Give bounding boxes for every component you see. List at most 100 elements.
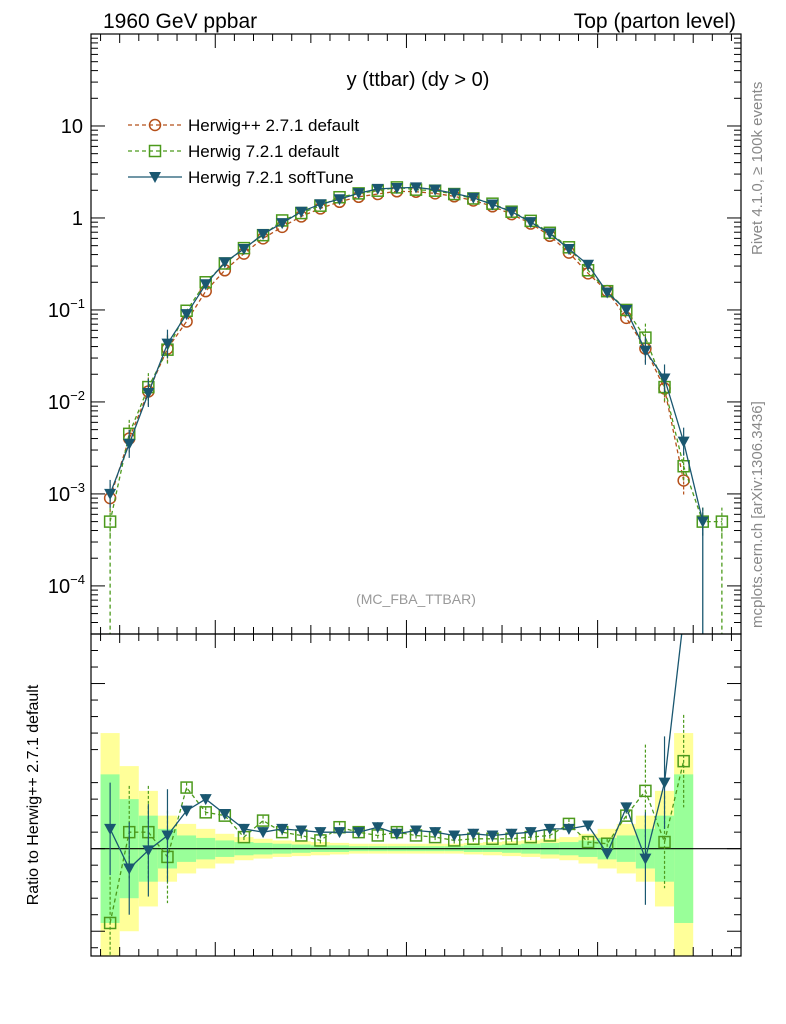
upper-point-triangle xyxy=(352,188,365,200)
ratio-point-triangle xyxy=(639,853,652,865)
ratio-y-tick-label-right: 2 xyxy=(749,674,760,696)
upper-point-triangle xyxy=(639,345,652,357)
upper-point-triangle xyxy=(142,388,155,400)
ratio-point-triangle xyxy=(104,823,117,835)
ratio-point-triangle xyxy=(486,830,499,842)
upper-series-line xyxy=(109,190,685,499)
main-plot-title: y (ttbar) (dy > 0) xyxy=(347,69,490,91)
ratio-point-triangle xyxy=(199,794,212,806)
ratio-point-triangle xyxy=(467,828,480,840)
upper-y-tick-label: 10−3 xyxy=(48,480,85,506)
upper-point-triangle xyxy=(218,257,231,269)
ratio-point-triangle xyxy=(237,823,250,835)
ratio-point-triangle xyxy=(218,808,231,820)
ratio-point-triangle xyxy=(601,848,614,860)
ratio-x-tick-label: −1 xyxy=(204,967,227,989)
ratio-y-tick-label-right: 0.5 xyxy=(749,921,777,943)
upper-y-tick-label: 1 xyxy=(72,208,83,230)
upper-plot-area: 10−4 10−3 10−2 10−1 1 10 xyxy=(48,34,741,635)
upper-point-triangle xyxy=(582,259,595,271)
upper-point-triangle xyxy=(658,373,671,385)
ratio-point-triangle xyxy=(410,825,422,837)
header-right: Top (parton level) xyxy=(574,10,736,33)
upper-point-triangle xyxy=(161,338,174,350)
ratio-point-triangle xyxy=(123,863,136,875)
upper-point-triangle xyxy=(390,182,403,194)
ratio-point-square xyxy=(199,806,212,819)
ratio-point-triangle xyxy=(543,823,556,835)
upper-point-triangle xyxy=(562,243,575,255)
legend-marker-square xyxy=(148,144,162,158)
upper-point-triangle xyxy=(696,516,709,528)
ratio-point-triangle xyxy=(562,823,575,835)
ratio-x-tick-label: 1 xyxy=(592,967,603,989)
upper-point-triangle xyxy=(257,228,270,240)
ratio-point-triangle xyxy=(295,825,308,837)
upper-point-triangle xyxy=(467,192,480,204)
ratio-point-triangle xyxy=(448,830,461,842)
ratio-point-square xyxy=(180,781,193,794)
upper-point-triangle xyxy=(104,488,117,500)
upper-point-triangle xyxy=(371,183,384,195)
upper-point-triangle xyxy=(410,182,422,194)
analysis-watermark: (MC_FBA_TTBAR) xyxy=(356,591,476,607)
ratio-point-triangle xyxy=(524,827,537,839)
legend-label: Herwig++ 2.7.1 default xyxy=(188,116,359,135)
upper-point-triangle xyxy=(448,188,461,200)
ratio-point-triangle xyxy=(371,822,384,834)
upper-point-triangle xyxy=(486,199,499,211)
ratio-y-tick-label: 0.5 xyxy=(55,921,83,943)
upper-point-triangle xyxy=(180,309,193,321)
upper-y-tick-label: 10−4 xyxy=(48,572,85,598)
legend-label: Herwig 7.2.1 default xyxy=(188,142,339,161)
ratio-y-tick-label-right: 1 xyxy=(749,839,760,861)
ratio-x-tick-label: 0 xyxy=(401,967,412,989)
ratio-point-triangle xyxy=(390,828,403,840)
upper-y-tick-label: 10 xyxy=(61,116,83,138)
upper-point-triangle xyxy=(505,206,518,218)
ratio-plot-area: −1 0 1 0.5 0.5 1 1 2 2 xyxy=(55,634,777,989)
ratio-y-axis-label: Ratio to Herwig++ 2.7.1 default xyxy=(25,684,42,905)
upper-y-tick-label: 10−2 xyxy=(48,388,85,414)
ratio-point-triangle xyxy=(333,827,346,839)
ratio-point-square xyxy=(677,754,690,768)
legend: Herwig++ 2.7.1 default Herwig 7.2.1 defau… xyxy=(128,116,359,187)
rivet-label: Rivet 4.1.0, ≥ 100k events xyxy=(749,82,766,255)
ratio-point-triangle xyxy=(505,828,518,840)
upper-point-triangle xyxy=(333,194,346,206)
ratio-point-triangle xyxy=(161,830,174,842)
ratio-point-triangle xyxy=(658,777,671,789)
ratio-point-triangle xyxy=(352,827,365,839)
upper-point-triangle xyxy=(543,228,556,240)
lower-frame xyxy=(90,633,742,957)
upper-point-triangle xyxy=(620,304,633,316)
header-left: 1960 GeV ppbar xyxy=(103,10,257,33)
legend-marker-triangle xyxy=(149,172,161,183)
upper-point-triangle xyxy=(199,279,212,291)
upper-point-triangle xyxy=(677,436,690,448)
legend-label: Herwig 7.2.1 softTune xyxy=(188,168,354,187)
upper-point-triangle xyxy=(295,206,308,218)
ratio-point-triangle xyxy=(180,805,193,817)
ratio-band-layer xyxy=(100,733,694,956)
upper-point-triangle xyxy=(237,243,250,255)
ratio-point-square xyxy=(103,916,117,930)
upper-point-triangle xyxy=(123,438,136,450)
upper-point-triangle xyxy=(429,184,442,196)
ratio-point-square xyxy=(256,814,270,827)
upper-point-triangle xyxy=(276,218,289,230)
upper-point-triangle xyxy=(601,287,614,299)
upper-y-tick-label: 10−1 xyxy=(48,296,85,322)
ratio-y-tick-label: 1 xyxy=(72,839,83,861)
ratio-point-triangle xyxy=(314,827,327,839)
upper-point-triangle xyxy=(314,199,327,211)
upper-series-line xyxy=(109,186,704,522)
ratio-point-triangle xyxy=(257,827,270,839)
upper-point-square xyxy=(103,515,117,528)
ratio-point-triangle xyxy=(620,802,633,814)
ratio-point-square xyxy=(658,835,671,849)
ratio-point-square xyxy=(581,835,595,849)
ratio-point-triangle xyxy=(582,820,595,832)
upper-series-line xyxy=(109,186,722,523)
